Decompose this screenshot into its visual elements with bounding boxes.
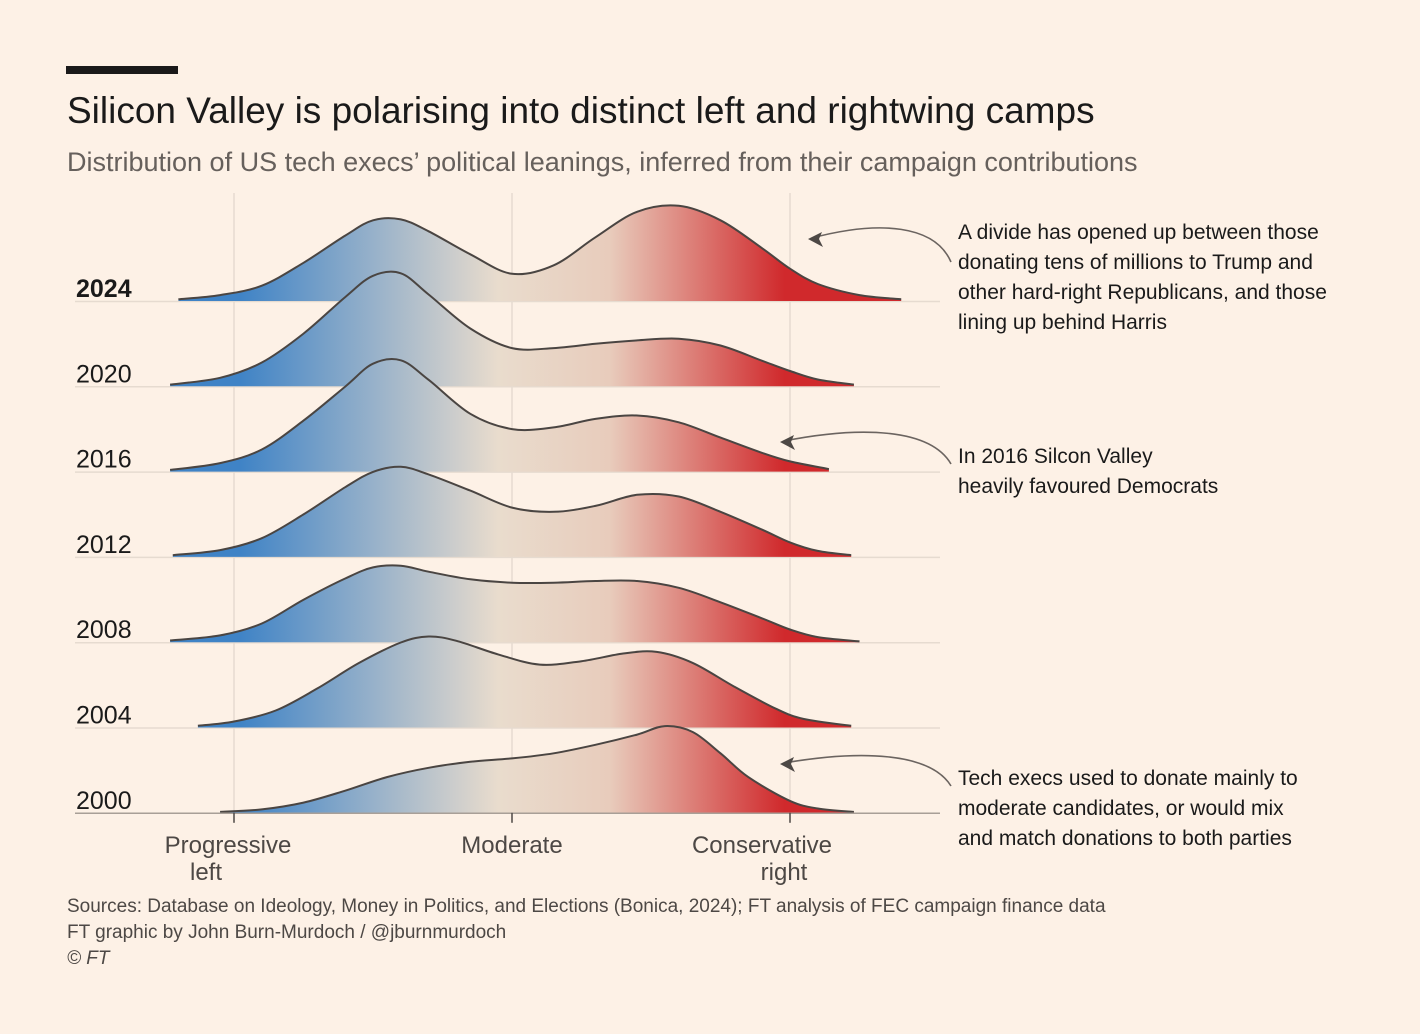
annotation-2016: In 2016 Silcon Valley heavily favoured D…: [958, 442, 1378, 502]
copyright-note: © FT: [67, 948, 110, 969]
annotation-2000-line: and match donations to both parties: [958, 827, 1292, 850]
annotation-2000-line: Tech execs used to donate mainly to: [958, 767, 1298, 790]
chart-title: Silicon Valley is polarising into distin…: [67, 90, 1095, 131]
annotation-2024-line: lining up behind Harris: [958, 311, 1167, 334]
x-tick-label: Conservative: [692, 832, 832, 859]
annotation-leader: [783, 431, 952, 465]
density-area-2020: [170, 271, 854, 387]
ridge-2024: 2024: [75, 204, 940, 303]
annotation-2024-line: other hard-right Republicans, and those: [958, 281, 1327, 304]
year-label-2012: 2012: [76, 531, 132, 559]
ridge-2012: 2012: [75, 465, 940, 559]
arrow-head-icon: [780, 435, 795, 450]
density-area-2008: [170, 565, 860, 643]
footer: Sources: Database on Ideology, Money in …: [67, 894, 1106, 972]
x-tick-label: right: [761, 859, 808, 886]
density-area-2004: [197, 636, 852, 728]
density-line-2004: [197, 635, 852, 727]
annotation-2000: Tech execs used to donate mainly to mode…: [958, 764, 1378, 854]
annotation-2000-line: moderate candidates, or would mix: [958, 797, 1284, 820]
sources-note: Sources: Database on Ideology, Money in …: [67, 896, 1106, 917]
annotation-2024: A divide has opened up between those don…: [958, 218, 1378, 338]
annotation-leader: [811, 227, 952, 263]
x-tick-label: left: [190, 859, 222, 886]
year-label-2008: 2008: [76, 616, 132, 644]
density-line-2020: [169, 270, 855, 386]
x-tick-label: Progressive: [165, 832, 292, 859]
ridge-2020: 2020: [75, 270, 940, 388]
chart-subtitle: Distribution of US tech execs’ political…: [67, 147, 1138, 177]
year-label-2004: 2004: [76, 702, 132, 730]
density-line-2000: [220, 725, 854, 813]
density-line-2024: [178, 204, 902, 301]
density-area-2016: [170, 359, 829, 472]
title-rule: [66, 66, 178, 74]
year-label-2020: 2020: [76, 360, 132, 388]
density-line-2012: [172, 465, 852, 557]
year-label-2024: 2024: [76, 275, 132, 303]
year-label-2000: 2000: [76, 787, 132, 815]
density-area-2000: [220, 726, 854, 813]
ridge-2008: 2008: [75, 564, 940, 644]
annotation-2016-line: heavily favoured Democrats: [958, 475, 1219, 498]
annotation-2016-line: In 2016 Silcon Valley: [958, 445, 1153, 468]
density-area-2024: [178, 205, 902, 301]
arrow-head-icon: [808, 232, 823, 247]
credit-note: FT graphic by John Burn-Murdoch / @jburn…: [67, 922, 507, 943]
arrow-head-icon: [780, 757, 795, 772]
ridge-2000: 2000: [75, 725, 940, 815]
year-label-2016: 2016: [76, 446, 132, 474]
annotation-2024-line: donating tens of millions to Trump and: [958, 251, 1313, 274]
annotation-leader: [783, 754, 952, 787]
ridge-2004: 2004: [75, 635, 940, 730]
x-tick-label: Moderate: [461, 832, 562, 859]
annotation-2024-line: A divide has opened up between those: [958, 221, 1319, 244]
density-line-2008: [169, 564, 860, 643]
density-line-2016: [169, 358, 830, 471]
ridge-2016: 2016: [75, 358, 940, 474]
